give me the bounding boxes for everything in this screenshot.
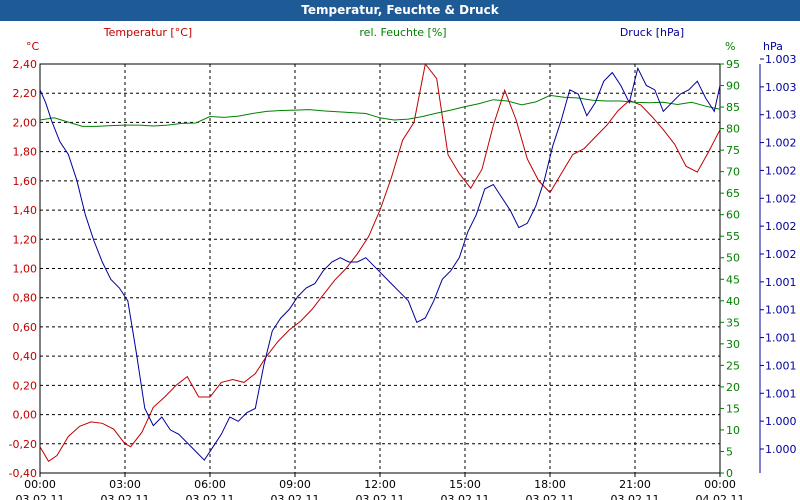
temperature-tick-label: 2,00 (13, 116, 38, 129)
date-tick-label: 04.02.11 (696, 493, 745, 500)
pressure-tick-label: 1.000 (765, 443, 797, 456)
pressure-tick-label: 1.001 (765, 387, 797, 400)
pressure-tick-label: 1.002 (765, 164, 797, 177)
temperature-tick-label: 1,60 (13, 175, 38, 188)
series-layer (39, 62, 721, 463)
pressure-tick-label: 1.002 (765, 248, 797, 261)
humidity-tick-label: 95 (726, 58, 740, 71)
humidity-tick-label: 35 (726, 316, 740, 329)
temperature-tick-label: 0,40 (13, 350, 38, 363)
temperature-tick-label: 1,20 (13, 233, 38, 246)
temperature-tick-label: -0,20 (9, 438, 37, 451)
humidity-tick-label: 25 (726, 359, 740, 372)
pressure-tick-label: 1.001 (765, 359, 797, 372)
time-tick-label: 00:00 (24, 478, 56, 491)
humidity-tick-label: 5 (726, 445, 733, 458)
humidity-tick-label: 60 (726, 209, 740, 222)
humidity-tick-label: 70 (726, 166, 740, 179)
temperature-series-label: Temperatur [°C] (103, 26, 192, 39)
date-tick-label: 03.02.11 (356, 493, 405, 500)
temperature-tick-label: -0,40 (9, 467, 37, 480)
temperature-axis-ticks: 2,40 2,20 2,00 1,80 1,60 1,40 1,20 1,00 0,80 0,60… (9, 58, 37, 480)
pressure-tick-label: 1.003 (765, 53, 797, 66)
pressure-axis-ticks: 1.003 1.003 1.003 1.002 1.002 1.002 1.002 1.002… (760, 53, 797, 456)
date-tick-label: 03.02.11 (271, 493, 320, 500)
pressure-tick-label: 1.001 (765, 332, 797, 345)
time-axis-ticks: 00:00 03.02.11 03:00 03.02.11 06:00 03.02.11 0… (16, 473, 745, 500)
series-line-humidity (39, 94, 721, 127)
temperature-tick-label: 1,00 (13, 263, 38, 276)
temperature-tick-label: 1,40 (13, 204, 38, 217)
pressure-tick-label: 1.003 (765, 109, 797, 122)
pressure-tick-label: 1.001 (765, 304, 797, 317)
humidity-tick-label: 55 (726, 230, 740, 243)
date-tick-label: 03.02.11 (16, 493, 65, 500)
pressure-unit-label: hPa (763, 40, 783, 53)
humidity-tick-label: 90 (726, 80, 740, 93)
date-tick-label: 03.02.11 (186, 493, 235, 500)
pressure-tick-label: 1.000 (765, 415, 797, 428)
date-tick-label: 03.02.11 (101, 493, 150, 500)
temperature-tick-label: 0,20 (13, 379, 38, 392)
date-tick-label: 03.02.11 (611, 493, 660, 500)
temperature-tick-label: 2,40 (13, 58, 38, 71)
temperature-unit-label: °C (26, 40, 40, 53)
time-tick-label: 03:00 (109, 478, 141, 491)
time-tick-label: 15:00 (449, 478, 481, 491)
humidity-tick-label: 65 (726, 187, 740, 200)
temperature-tick-label: 1,80 (13, 146, 38, 159)
humidity-tick-label: 75 (726, 144, 740, 157)
time-tick-label: 06:00 (194, 478, 226, 491)
time-tick-label: 09:00 (279, 478, 311, 491)
date-tick-label: 03.02.11 (526, 493, 575, 500)
humidity-tick-label: 85 (726, 101, 740, 114)
pressure-tick-label: 1.002 (765, 137, 797, 150)
chart-canvas: 2,40 2,20 2,00 1,80 1,60 1,40 1,20 1,00 0,80 0,60… (0, 21, 800, 500)
pressure-tick-label: 1.003 (765, 81, 797, 94)
temperature-tick-label: 0,80 (13, 292, 38, 305)
pressure-tick-label: 1.002 (765, 192, 797, 205)
pressure-tick-label: 1.002 (765, 220, 797, 233)
humidity-tick-label: 15 (726, 402, 740, 415)
humidity-tick-label: 50 (726, 252, 740, 265)
temperature-tick-label: 0,60 (13, 321, 38, 334)
time-tick-label: 18:00 (534, 478, 566, 491)
humidity-series-label: rel. Feuchte [%] (359, 26, 446, 39)
time-tick-label: 21:00 (619, 478, 651, 491)
chart-title: Temperatur, Feuchte & Druck (0, 0, 800, 21)
humidity-tick-label: 0 (726, 467, 733, 480)
humidity-tick-label: 20 (726, 381, 740, 394)
humidity-tick-label: 10 (726, 424, 740, 437)
pressure-series-label: Druck [hPa] (620, 26, 684, 39)
temperature-tick-label: 2,20 (13, 87, 38, 100)
date-tick-label: 03.02.11 (441, 493, 490, 500)
humidity-tick-label: 80 (726, 123, 740, 136)
series-line-temperature (39, 62, 721, 463)
humidity-tick-label: 45 (726, 273, 740, 286)
temperature-tick-label: 0,00 (13, 409, 38, 422)
humidity-unit-label: % (725, 40, 735, 53)
time-tick-label: 00:00 (704, 478, 736, 491)
series-line-pressure (39, 66, 721, 461)
humidity-tick-label: 40 (726, 295, 740, 308)
pressure-tick-label: 1.001 (765, 276, 797, 289)
time-tick-label: 12:00 (364, 478, 396, 491)
humidity-tick-label: 30 (726, 338, 740, 351)
